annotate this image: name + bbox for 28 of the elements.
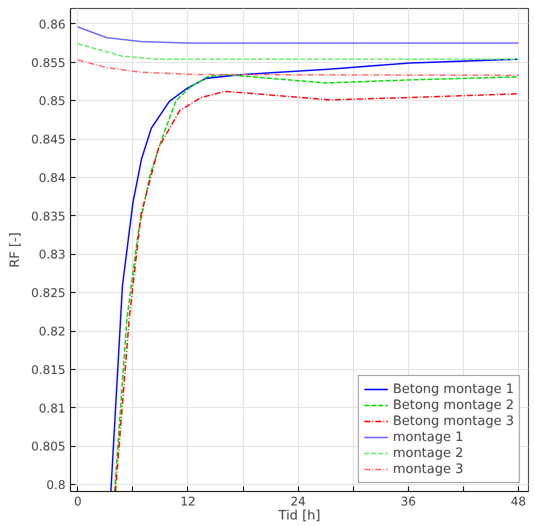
line-series — [77, 26, 520, 44]
x-tick-label: 36 — [400, 494, 416, 508]
y-tick-label: 0.86 — [38, 17, 66, 32]
x-tick-label: 12 — [180, 494, 196, 508]
y-tick-label: 0.85 — [38, 94, 66, 108]
legend-label: Betong montage 1 — [392, 381, 514, 397]
y-tick-label: 0.82 — [38, 324, 66, 339]
x-axis-title: Tid [h] — [278, 508, 320, 524]
y-tick-label: 0.805 — [31, 440, 66, 454]
y-tick-label: 0.825 — [31, 286, 66, 300]
legend-label: Betong montage 2 — [392, 397, 514, 413]
y-tick-label: 0.845 — [31, 132, 66, 147]
y-tick-label: 0.855 — [31, 56, 66, 70]
y-tick-label: 0.835 — [31, 209, 66, 224]
y-tick-label: 0.8 — [46, 478, 66, 492]
y-tick-label: 0.83 — [38, 248, 66, 262]
x-tick-label: 24 — [290, 494, 306, 508]
line-series — [77, 59, 520, 76]
y-tick-label: 0.815 — [31, 362, 66, 377]
x-tick-label: 48 — [510, 494, 526, 508]
y-tick-label: 0.84 — [38, 170, 66, 185]
legend-label: montage 1 — [392, 429, 464, 445]
y-tick-label: 0.81 — [38, 401, 66, 416]
x-tick-label: 0 — [74, 494, 82, 508]
legend-label: montage 3 — [392, 461, 464, 477]
legend-label: montage 2 — [392, 445, 464, 461]
legend-label: Betong montage 3 — [392, 413, 514, 429]
y-axis-title: RF [-] — [8, 232, 24, 268]
